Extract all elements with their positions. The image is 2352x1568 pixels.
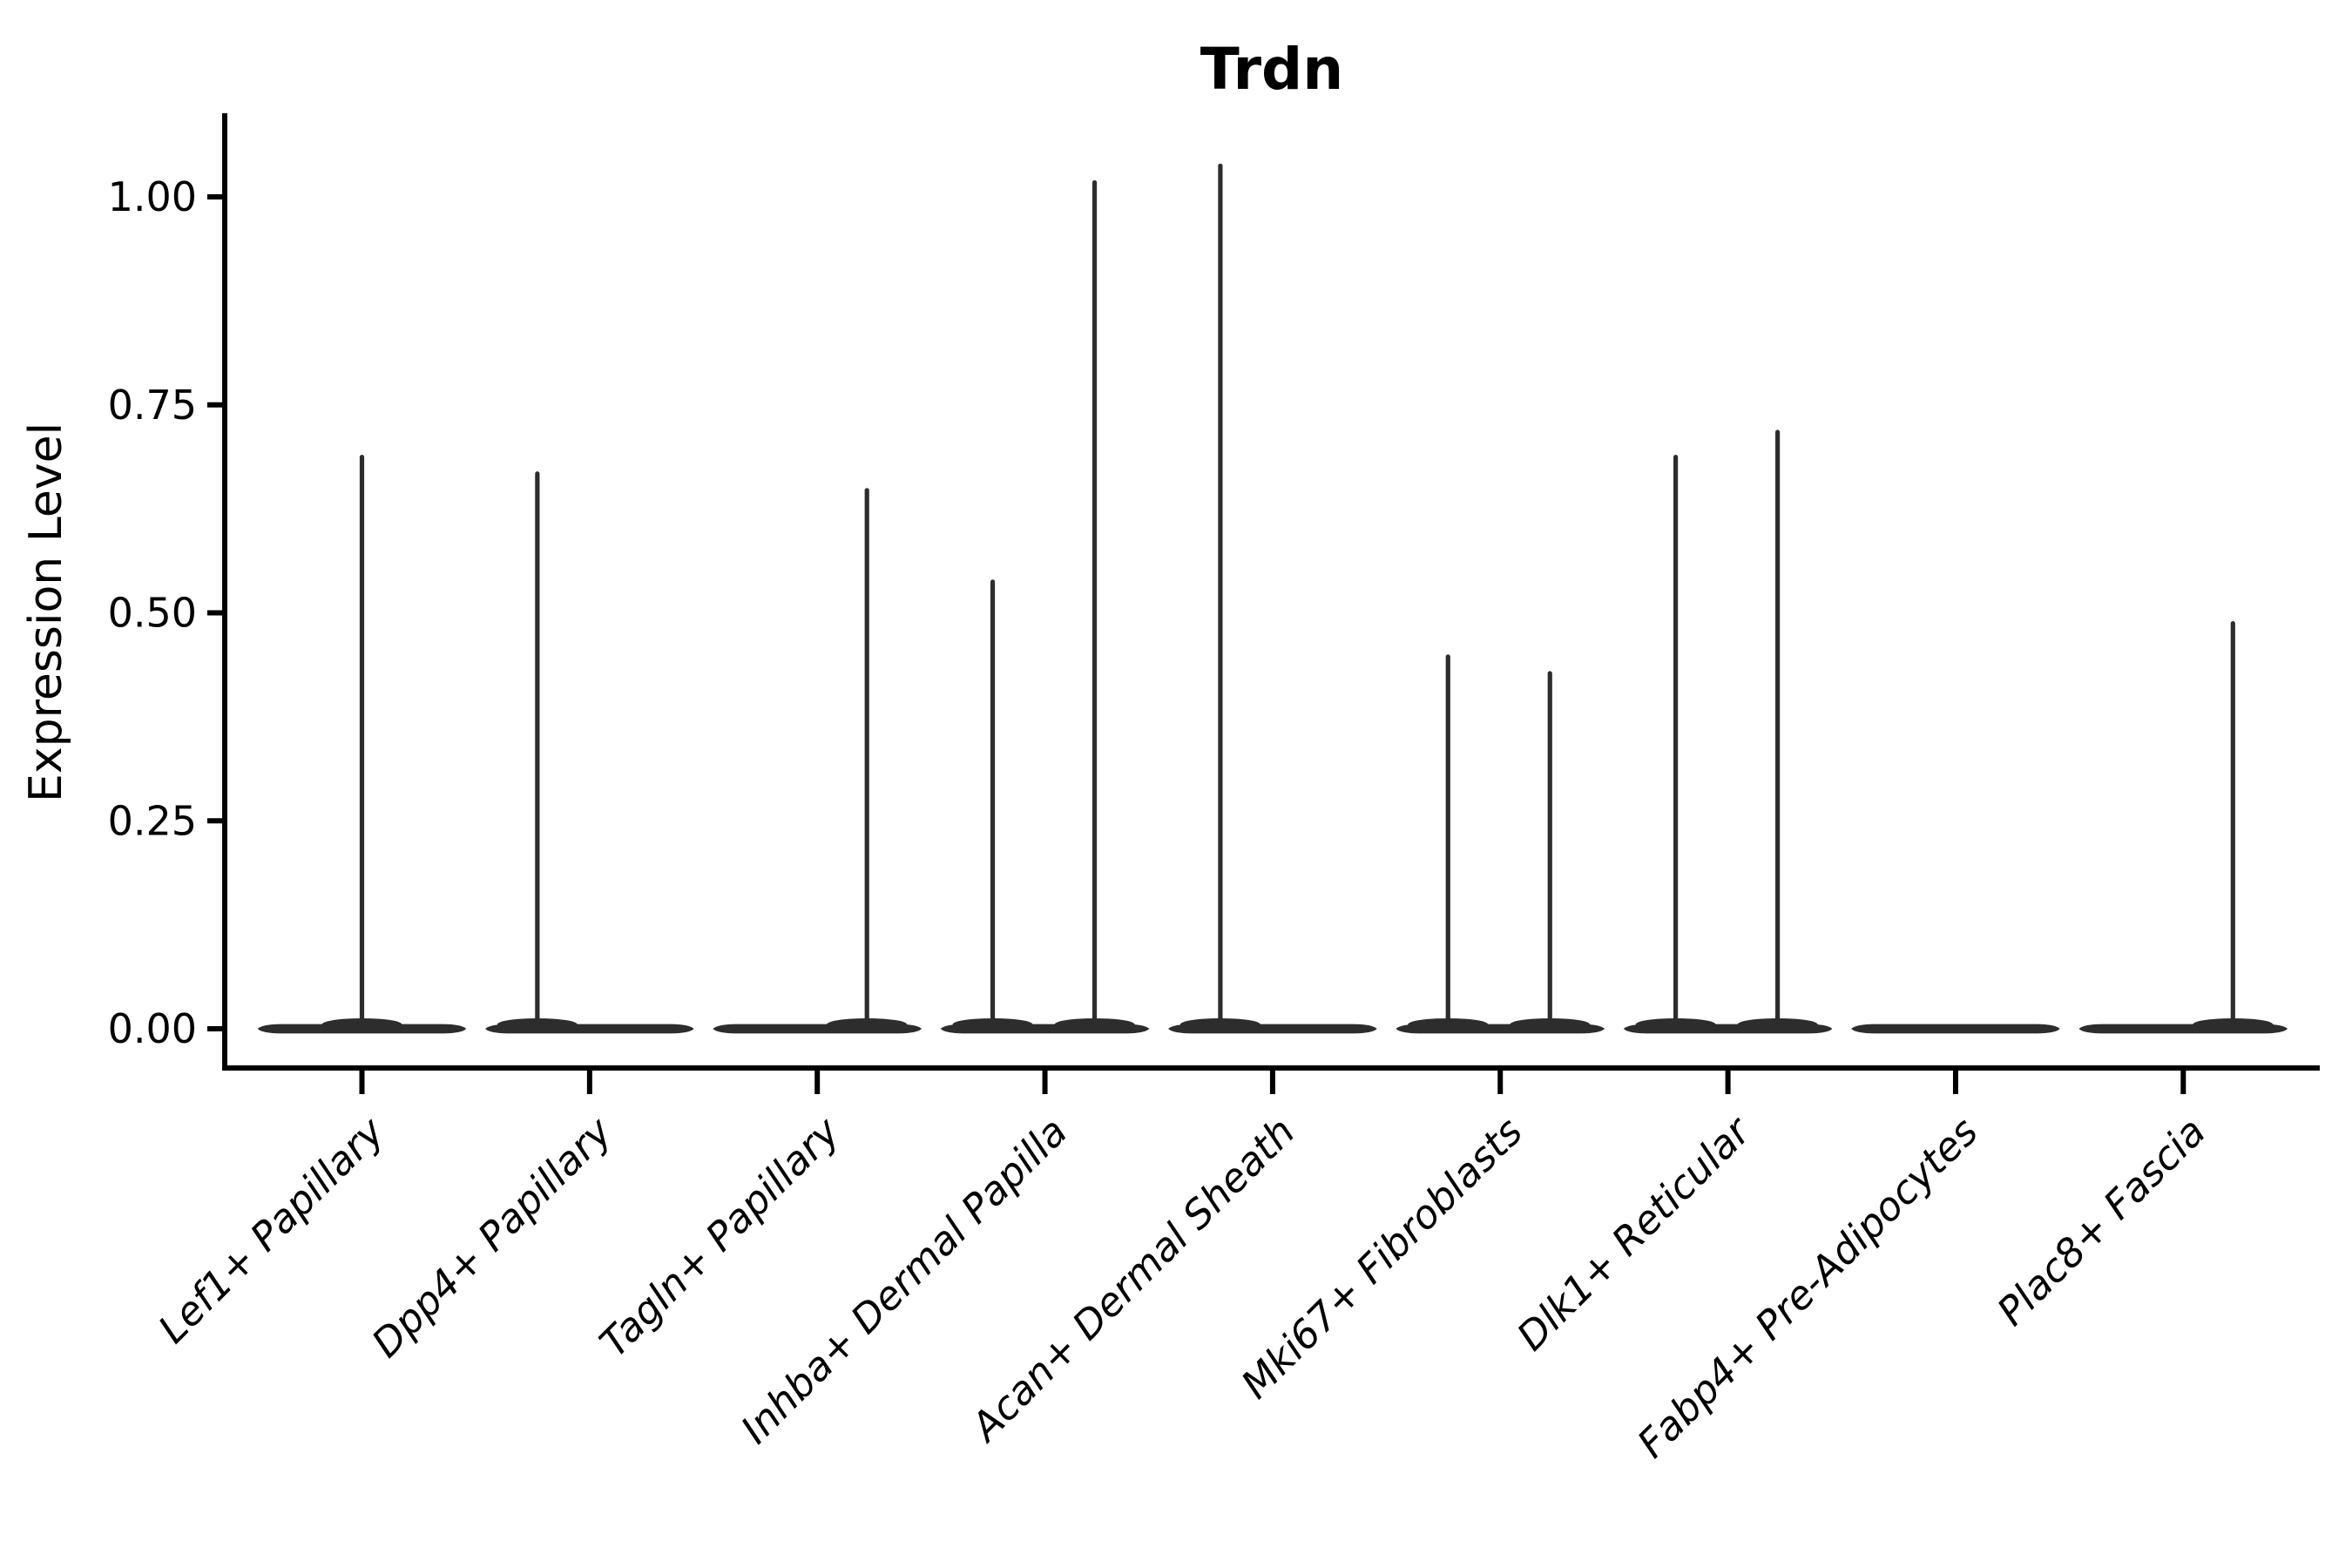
- y-tick-label: 0.00: [108, 1005, 197, 1052]
- violin-density-spike: [1547, 671, 1552, 1026]
- violin-density-spike: [1673, 455, 1679, 1026]
- violin-density-spike: [990, 579, 996, 1026]
- violin-density-spike: [1445, 654, 1450, 1026]
- violin-density-spike: [1775, 429, 1781, 1026]
- y-tick-label: 1.00: [108, 173, 197, 220]
- violin-density-spike: [535, 471, 540, 1026]
- x-tick-label: Tagln+ Papillary: [591, 1107, 849, 1366]
- violin-density-spike: [1218, 163, 1223, 1027]
- chart-title: Trdn: [1200, 36, 1344, 103]
- violin: [257, 455, 467, 1034]
- x-tick-label: Dpp4+ Papillary: [362, 1107, 621, 1366]
- violin-density-spike: [359, 455, 365, 1026]
- x-tick-label: Lef1+ Papillary: [149, 1107, 394, 1352]
- violin-density-spike: [864, 488, 869, 1026]
- violin: [1851, 1024, 2060, 1034]
- y-tick-label: 0.50: [108, 590, 197, 637]
- x-tick-label: Plac8+ Fascia: [1988, 1108, 2214, 1335]
- violin: [485, 471, 694, 1034]
- violin: [1623, 429, 1833, 1034]
- y-tick-label: 0.25: [108, 797, 197, 844]
- violin-density-spike: [1092, 179, 1098, 1026]
- violin: [1396, 654, 1605, 1034]
- violin: [2078, 621, 2288, 1034]
- y-tick-label: 0.75: [108, 382, 197, 429]
- violin: [1168, 163, 1377, 1034]
- violin-layer: [257, 163, 2288, 1034]
- violin: [940, 179, 1150, 1034]
- y-axis-label: Expression Level: [20, 422, 72, 802]
- violin-body: [1851, 1024, 2060, 1034]
- x-tick-label: Dlk1+ Reticular: [1508, 1107, 1761, 1360]
- violin-density-spike: [2230, 621, 2235, 1026]
- axes-layer: 0.00 0.25 0.50 0.75 1.00 Lef1+ PapillaryDpp4+…: [108, 113, 2320, 1467]
- violin: [713, 488, 922, 1034]
